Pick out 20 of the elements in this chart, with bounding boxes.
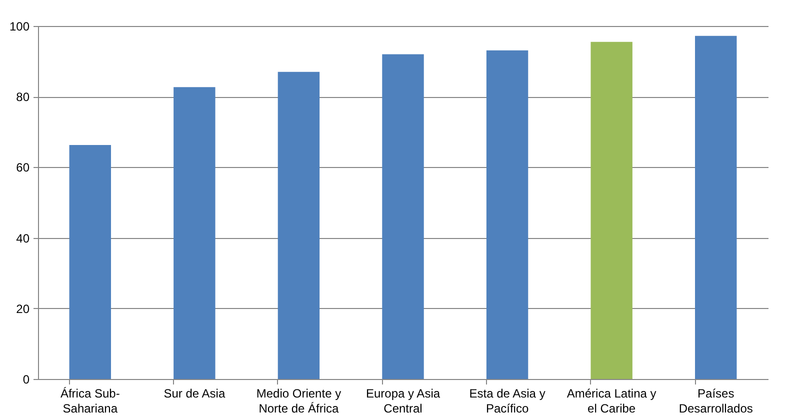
bar [590,42,632,379]
y-tick-label: 60 [16,160,30,175]
y-tick-label: 100 [9,20,30,34]
bar [486,50,528,379]
y-tick-label: 20 [16,302,30,316]
bar [278,72,320,379]
x-tick-label: Esta de Asia y Pacífico [469,386,546,416]
bar [382,54,424,379]
y-tick-label: 0 [22,372,30,386]
x-tick-label: Europa y Asia Central [366,386,440,416]
bar [695,36,737,379]
bar [69,144,111,379]
y-tick-label: 40 [16,231,30,246]
bar [174,87,216,379]
x-tick-label: Sur de Asia [164,386,226,400]
x-tick-label: Medio Oriente y Norte de África [256,386,342,416]
x-tick-label: Países Desarrollados [678,386,753,416]
x-tick-label: África Sub-Sahariana [60,386,120,416]
y-tick-label: 80 [16,90,30,104]
x-tick-label: América Latina y el Caribe [566,386,656,416]
